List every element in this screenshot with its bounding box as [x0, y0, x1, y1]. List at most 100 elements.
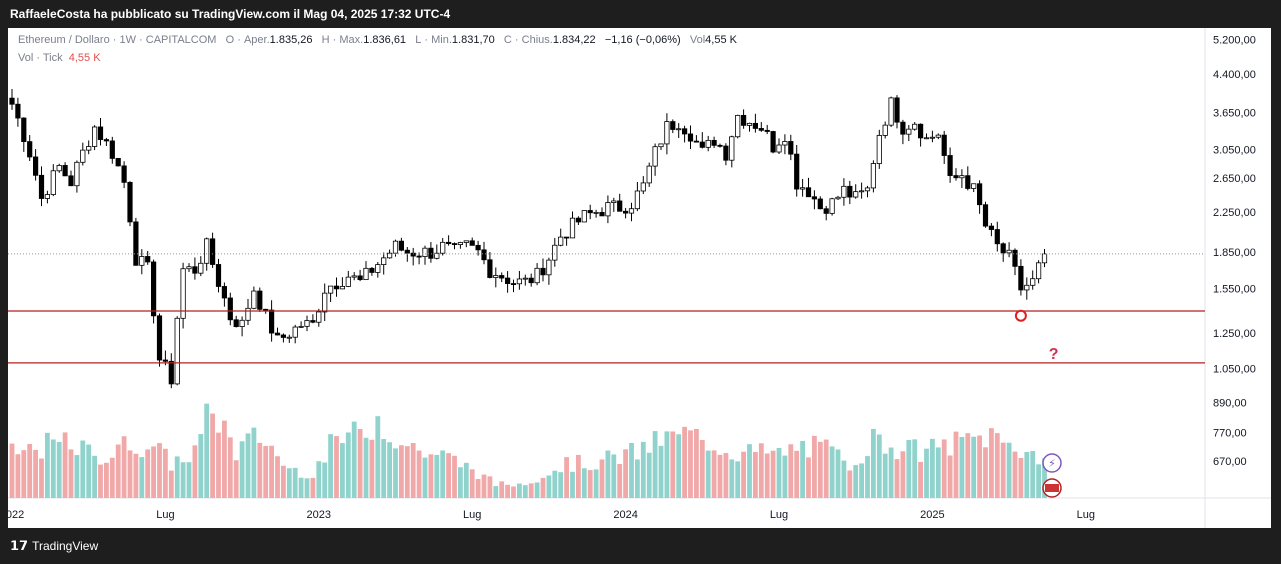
marked-low-circle [1014, 309, 1027, 322]
chart-frame[interactable]: 5.200,00 4.400,00 3.650,00 3.050,00 2.650,00… [8, 28, 1271, 528]
volume-bar [670, 431, 676, 498]
volume-bar [646, 452, 652, 498]
footer: 𝟭𝟳 TradingView [10, 538, 98, 554]
legend-high-label: H [321, 34, 330, 46]
legend-open-prefix: Aper. [243, 34, 270, 46]
volume-bar [635, 459, 640, 498]
candle-body [971, 183, 977, 189]
candle-body [770, 131, 776, 153]
candle-body [670, 121, 676, 130]
footer-brand[interactable]: TradingView [32, 539, 99, 553]
tradingview-logo-icon[interactable]: 𝟭𝟳 [10, 538, 29, 553]
volume-bar [275, 456, 280, 498]
volume-bar [753, 451, 758, 498]
candle-body [145, 256, 151, 263]
published-text: RaffaeleCosta ha pubblicato su TradingVi… [10, 7, 451, 21]
candle-body [162, 359, 168, 362]
candle-body [504, 277, 511, 284]
volume-bar [1018, 458, 1024, 498]
volume-bar [399, 445, 404, 498]
volume-bar [758, 443, 764, 498]
candle-body [339, 286, 346, 290]
volume-bar [605, 450, 611, 498]
candle-body [847, 185, 853, 198]
candle-body [375, 264, 381, 273]
candle-body [386, 252, 393, 259]
volume-bar [729, 459, 735, 498]
candle-body [263, 308, 269, 311]
volume-bar [570, 471, 575, 498]
candle-body [994, 229, 1000, 245]
legend-low-prefix: Min. [431, 34, 452, 46]
legend-open-label: O [225, 34, 235, 46]
volume-bar [168, 470, 174, 498]
candle-body [451, 243, 458, 245]
volume-bar [611, 454, 617, 498]
candle-body [445, 241, 452, 244]
y-tick-label: 1.250,00 [1213, 328, 1256, 340]
candle-body [280, 334, 287, 338]
candle-body [611, 200, 617, 203]
volume-bar [286, 468, 292, 498]
volume-bar [9, 443, 15, 498]
candle-body [900, 121, 906, 135]
candle-body [9, 97, 15, 105]
volume-bar [983, 447, 988, 498]
volume-bar [27, 443, 33, 498]
candle-body [1041, 253, 1048, 264]
volume-bar [688, 430, 693, 498]
candle-body [923, 137, 930, 140]
candle-body [363, 267, 369, 281]
candle-body [623, 210, 629, 214]
candle-body [758, 128, 764, 131]
candle-body [156, 315, 163, 361]
x-tick-label: Lug [770, 509, 788, 521]
candle-body [416, 255, 422, 258]
volume-bar [511, 486, 516, 498]
candle-body [133, 221, 139, 266]
candle-body [369, 267, 375, 273]
volume-bar [86, 444, 92, 498]
volume-bar [210, 413, 215, 498]
vol-tick-label[interactable]: Vol · Tick [18, 52, 63, 64]
candle-body [835, 196, 841, 200]
candle-body [959, 175, 965, 179]
legend-low-value: 1.831,70 [451, 34, 495, 46]
volume-bar [865, 456, 870, 498]
volume-bar [806, 457, 811, 498]
candle-body [1000, 243, 1006, 254]
y-tick-label: 4.400,00 [1213, 69, 1256, 81]
y-tick-label: 1.850,00 [1213, 247, 1256, 259]
flash-icon-glyph: ⚡ [1048, 457, 1056, 470]
volume-bar [859, 463, 864, 498]
volume-bar [369, 439, 375, 498]
candle-body [894, 97, 900, 123]
x-tick-label: Lug [156, 509, 174, 521]
volume-bar [717, 454, 723, 498]
candle-body [381, 257, 387, 266]
x-tick-label: 2024 [613, 509, 637, 521]
volume-bar [363, 437, 369, 498]
volume-bar [994, 433, 1000, 498]
y-tick-label: 3.050,00 [1213, 144, 1256, 156]
candle-body [92, 126, 98, 147]
candle-body [392, 240, 399, 254]
legend-symbol[interactable]: Ethereum / Dollaro · 1W · CAPITALCOM [18, 34, 217, 46]
volume-bar [947, 455, 953, 498]
candle-body [664, 121, 670, 145]
volume-bar [381, 439, 387, 498]
candle-body [564, 236, 570, 239]
volume-bar [971, 436, 977, 498]
volume-bar [658, 445, 664, 498]
volume-bar [180, 462, 186, 498]
candle-body [817, 198, 823, 210]
candle-body [192, 266, 198, 274]
candle-body [870, 163, 877, 189]
x-tick-label: 2025 [920, 509, 944, 521]
candle-body [221, 286, 227, 299]
volume-bar [930, 438, 935, 498]
volume-bar [652, 431, 658, 498]
chart-svg[interactable]: 5.200,00 4.400,00 3.650,00 3.050,00 2.650,00… [8, 28, 1271, 528]
volume-bar [216, 432, 221, 498]
candle-body [74, 161, 80, 187]
